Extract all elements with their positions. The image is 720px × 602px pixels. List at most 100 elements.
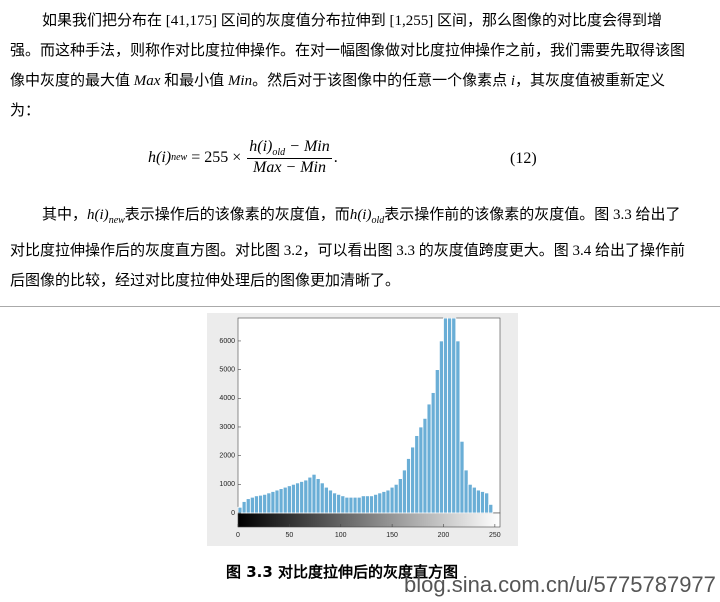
bar — [397, 478, 403, 514]
math: Min — [227, 73, 253, 89]
formula: h(i) new = 255 × h(i)old − Min Max − Min. — [148, 138, 338, 177]
fraction: h(i)old − Min Max − Min — [247, 138, 332, 177]
math: − Min — [285, 138, 330, 155]
math: new — [108, 215, 125, 226]
bar — [266, 492, 272, 514]
text: 其中， — [42, 207, 88, 223]
bar — [286, 485, 292, 514]
numerator: h(i)old − Min — [247, 138, 332, 159]
y-tick-label: 2000 — [219, 452, 235, 459]
bar — [410, 446, 416, 514]
bar — [274, 489, 280, 514]
math: h(i) — [349, 207, 372, 223]
x-tick-label: 50 — [285, 532, 293, 539]
chart: 0 1000 2000 3000 4000 5000 6000 0 50 100 150 200 250 — [207, 313, 518, 546]
math: . — [333, 148, 338, 166]
math: = 255 × — [191, 148, 242, 166]
bar — [295, 482, 301, 514]
bar — [455, 340, 461, 514]
bar — [418, 426, 424, 514]
bar — [323, 486, 329, 514]
bar — [282, 486, 288, 514]
bar — [356, 496, 362, 514]
bar — [434, 369, 440, 514]
math: h(i) — [249, 138, 273, 155]
bar — [348, 496, 354, 514]
bar — [344, 496, 350, 514]
y-tick-label: 4000 — [219, 395, 235, 402]
bar — [381, 491, 387, 514]
bar — [480, 491, 485, 514]
bar — [414, 435, 420, 514]
page-break — [0, 306, 720, 307]
text: 表示操作后的该像素的灰度值，而 — [124, 207, 350, 223]
bar — [377, 492, 383, 514]
x-tick-label: 200 — [438, 532, 450, 539]
equation-number: (12) — [510, 150, 537, 167]
x-tick-label: 250 — [489, 532, 501, 539]
bar — [426, 403, 432, 514]
bar — [254, 495, 259, 514]
text: ，其灰度值被重新定义为： — [10, 73, 666, 119]
bar — [249, 496, 255, 514]
x-tick-label: 100 — [335, 532, 347, 539]
bar — [352, 496, 358, 514]
math: new — [171, 152, 188, 163]
bar — [389, 486, 395, 514]
y-tick-label: 5000 — [219, 366, 235, 373]
paragraph: 其中，h(i)new表示操作后的该像素的灰度值，而h(i)old表示操作前的该像… — [10, 200, 690, 296]
bar — [475, 489, 481, 514]
bar — [319, 482, 325, 514]
caption: 图 3.3 对比度拉伸后的灰度直方图 — [226, 563, 459, 581]
bar — [245, 498, 251, 514]
x-tick-label: 150 — [386, 532, 398, 539]
bar — [336, 493, 342, 514]
y-tick-label: 1000 — [219, 481, 235, 488]
bar — [311, 473, 317, 514]
math: i — [510, 73, 516, 89]
bar — [471, 486, 477, 514]
math: h(i) — [148, 148, 172, 166]
bar — [451, 317, 457, 514]
bar — [369, 495, 375, 514]
bar — [488, 503, 494, 514]
bar — [393, 483, 399, 514]
bar — [463, 469, 469, 514]
bar — [291, 483, 296, 514]
bar — [241, 501, 247, 514]
bar — [443, 317, 448, 514]
bar — [328, 489, 333, 514]
bar — [315, 478, 321, 514]
bar — [422, 417, 428, 514]
bar — [373, 493, 379, 514]
bar — [430, 392, 436, 514]
denominator: Max − Min — [253, 159, 326, 176]
bar — [406, 458, 412, 514]
bar — [340, 495, 346, 514]
bar — [303, 479, 309, 514]
math: h(i) — [87, 207, 109, 223]
bar — [278, 488, 284, 514]
x-tick-label: 0 — [236, 532, 240, 539]
y-tick-label: 6000 — [219, 338, 235, 345]
bar — [332, 492, 338, 514]
bar — [484, 492, 490, 514]
bar — [467, 483, 473, 514]
colorbar — [237, 512, 501, 528]
y-tick-label: 3000 — [219, 424, 235, 431]
watermark: blog.sina.com.cn/u/5775787977 — [404, 572, 716, 597]
bar — [258, 494, 264, 514]
y-tick-label: 0 — [231, 510, 235, 517]
text: 。然后对于该图像中的任意一个像素点 — [252, 73, 511, 89]
text: 表示操作前的该像素的灰度值。图 3.3 给出了对比度拉伸操作后的灰度直方图。对比… — [10, 207, 686, 289]
math: old — [371, 215, 385, 226]
bar — [365, 495, 370, 514]
paragraph: 如果我们把分布在 [41,175] 区间的灰度值分布拉伸到 [1,255] 区间… — [10, 6, 690, 126]
math: Max — [133, 73, 161, 89]
bar — [438, 340, 444, 514]
bar — [299, 481, 305, 514]
bar — [360, 495, 366, 514]
bar — [385, 489, 391, 514]
bar — [401, 469, 407, 514]
